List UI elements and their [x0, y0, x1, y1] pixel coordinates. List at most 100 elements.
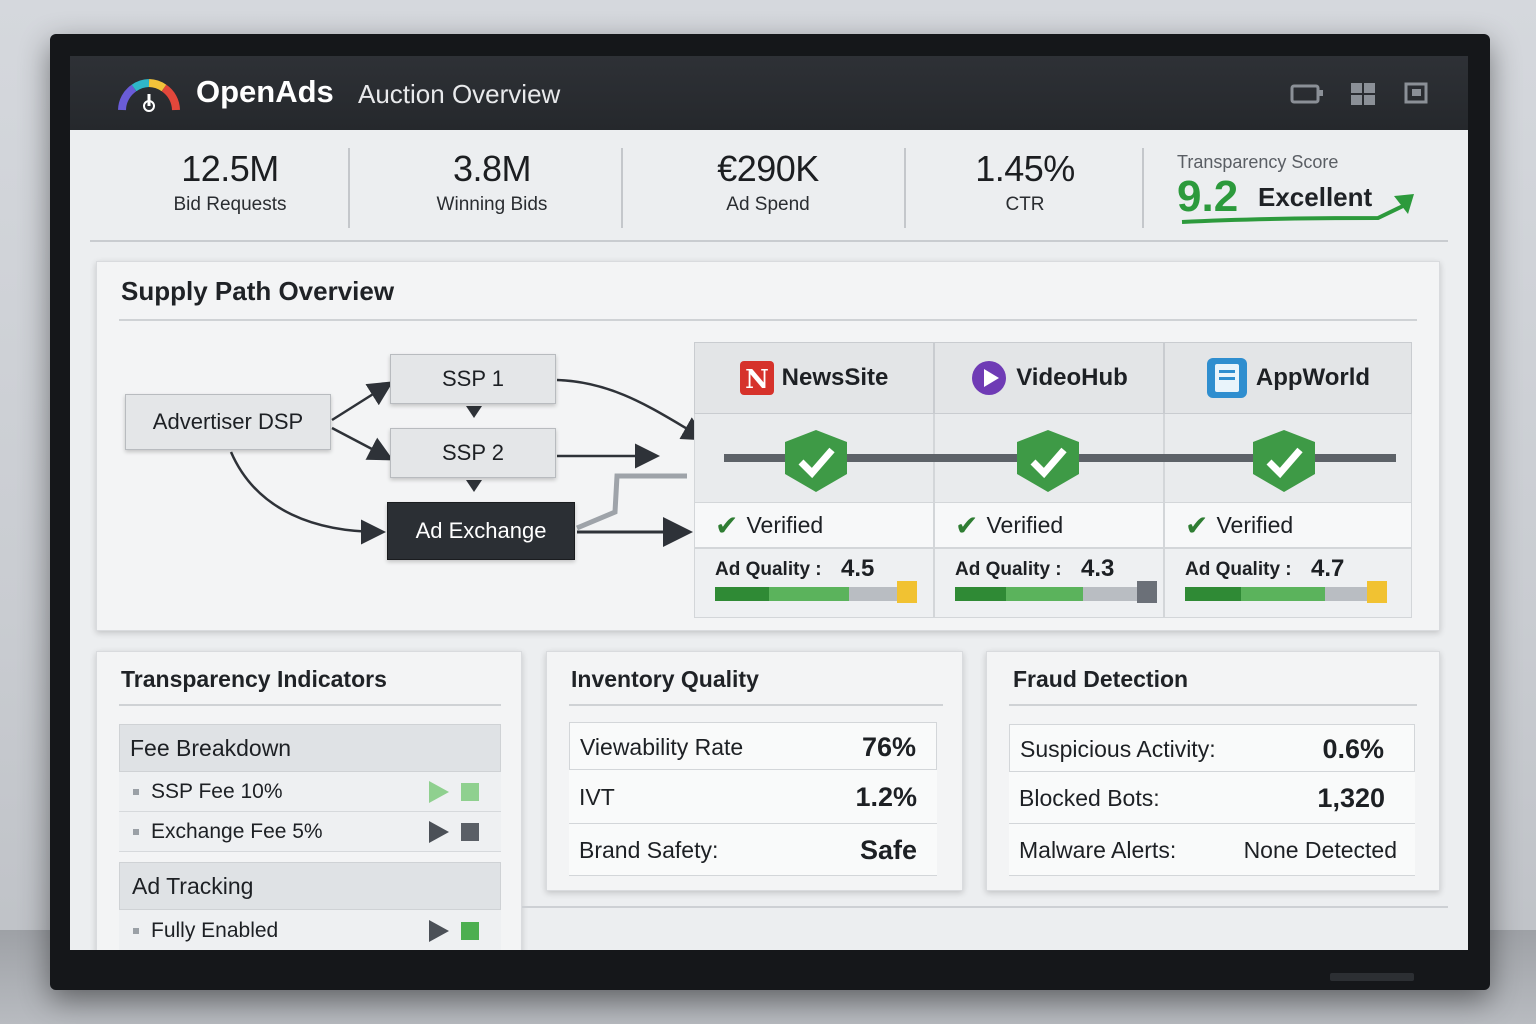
row-value: None Detected	[1243, 837, 1397, 863]
quality-label: Ad Quality :	[955, 559, 1062, 580]
kpi-value: 3.8M	[452, 148, 532, 189]
kpi-ad-spend: €290K Ad Spend	[665, 148, 871, 228]
fee-label: SSP Fee 10%	[151, 780, 283, 803]
ad-tracking-heading[interactable]: Ad Tracking	[119, 862, 501, 910]
row-label: Blocked Bots:	[1019, 785, 1160, 811]
fee-row-exchange[interactable]: Exchange Fee 5%	[119, 812, 501, 852]
publisher-name: AppWorld	[1255, 364, 1371, 391]
tv-icon[interactable]	[1290, 82, 1324, 106]
row-value: 0.6%	[1322, 734, 1384, 764]
ad-quality: Ad Quality : 4.5	[694, 548, 934, 618]
status-square-icon	[461, 823, 479, 841]
quality-label: Ad Quality :	[1185, 559, 1292, 580]
panel-divider	[569, 704, 943, 706]
grid-icon[interactable]	[1348, 82, 1382, 106]
quality-score: 4.7	[1311, 555, 1345, 582]
node-ssp-1[interactable]: SSP 1	[390, 354, 556, 404]
check-icon: ✔	[955, 509, 979, 541]
kpi-divider	[348, 148, 350, 228]
row-value: Safe	[859, 835, 917, 865]
verified-label: Verified	[1216, 511, 1294, 538]
panel-divider	[119, 319, 1417, 321]
publisher-appworld[interactable]: AppWorld ✔ Verified Ad Quality : 4.7	[1164, 342, 1412, 618]
publisher-videohub[interactable]: VideoHub ✔ Verified Ad Quality : 4.3	[934, 342, 1164, 618]
panel-divider	[1009, 704, 1417, 706]
quality-label: Ad Quality :	[715, 559, 822, 580]
row-value: 1.2%	[855, 782, 917, 812]
fraud-detection-panel: Fraud Detection Suspicious Activity: 0.6…	[986, 651, 1440, 891]
bottom-divider	[522, 906, 1448, 908]
transparency-score-value: 9.2	[1177, 172, 1239, 221]
kpi-divider	[1142, 148, 1144, 228]
quality-score: 4.5	[841, 555, 875, 582]
supply-path-panel: Supply Path Overview Advertiser DSP SSP …	[96, 261, 1440, 631]
kpi-bid-requests: 12.5M Bid Requests	[120, 148, 340, 228]
kpi-ctr: 1.45% CTR	[940, 148, 1110, 228]
bullet-icon	[133, 829, 139, 835]
node-ssp-2[interactable]: SSP 2	[390, 428, 556, 478]
status-square-icon	[461, 783, 479, 801]
panel-title: Inventory Quality	[571, 666, 759, 692]
row-viewability: Viewability Rate 76%	[569, 722, 937, 770]
ad-quality: Ad Quality : 4.7	[1164, 548, 1412, 618]
flow-connectors	[229, 378, 708, 547]
verified-status: ✔ Verified	[934, 502, 1164, 548]
quality-bar-cap	[897, 581, 917, 603]
transparency-rating: Excellent	[1258, 182, 1373, 212]
publisher-header: N NewsSite	[694, 342, 934, 414]
check-icon: ✔	[1185, 509, 1209, 541]
tracking-row[interactable]: Fully Enabled	[119, 910, 501, 950]
trend-up-arrow-icon	[1181, 194, 1414, 224]
publisher-grid: N NewsSite ✔ Verified Ad Quality : 4.	[694, 342, 1416, 618]
quality-score: 4.3	[1081, 555, 1115, 582]
play-icon[interactable]	[429, 821, 449, 843]
kpi-label: CTR	[1005, 194, 1045, 215]
verified-status: ✔ Verified	[1164, 502, 1412, 548]
svg-text:N: N	[745, 365, 769, 395]
play-icon[interactable]	[429, 781, 449, 803]
row-suspicious-activity: Suspicious Activity: 0.6%	[1009, 724, 1415, 772]
verified-shield-icon	[1017, 430, 1079, 492]
quality-bar-segment	[1185, 587, 1241, 601]
verified-status: ✔ Verified	[694, 502, 934, 548]
quality-bar-segment	[1006, 587, 1083, 601]
row-ivt: IVT 1.2%	[569, 770, 937, 824]
node-advertiser-dsp[interactable]: Advertiser DSP	[125, 394, 331, 450]
publisher-name: NewsSite	[781, 364, 889, 391]
node-ad-exchange[interactable]: Ad Exchange	[387, 502, 575, 560]
bullet-icon	[133, 928, 139, 934]
kpi-divider	[904, 148, 906, 228]
play-icon	[972, 361, 1007, 395]
bullet-icon	[133, 789, 139, 795]
row-label: Viewability Rate	[580, 734, 744, 760]
fee-breakdown-heading[interactable]: Fee Breakdown	[119, 724, 501, 772]
kpi-label: Winning Bids	[436, 194, 548, 215]
panel-title: Fraud Detection	[1013, 666, 1189, 692]
transparency-indicators-panel: Transparency Indicators Fee Breakdown SS…	[96, 651, 522, 950]
dashboard-screen: OpenAds Auction Overview 12.5M Bid Reque…	[70, 56, 1468, 950]
play-icon[interactable]	[429, 920, 449, 942]
page-title: Auction Overview	[358, 79, 561, 109]
fee-row-ssp[interactable]: SSP Fee 10%	[119, 772, 501, 812]
panel-divider	[119, 704, 501, 706]
kpi-winning-bids: 3.8M Winning Bids	[390, 148, 594, 228]
fee-label: Exchange Fee 5%	[151, 820, 323, 843]
kpi-label: Ad Spend	[726, 194, 810, 215]
newssite-logo-icon: N	[739, 361, 774, 395]
kpi-value: €290K	[717, 148, 819, 189]
app-icon	[1206, 358, 1247, 398]
panel-title: Transparency Indicators	[121, 666, 387, 692]
kpi-bar: 12.5M Bid Requests 3.8M Winning Bids €29…	[90, 130, 1448, 242]
publisher-newssite[interactable]: N NewsSite ✔ Verified Ad Quality : 4.	[694, 342, 934, 618]
row-label: Malware Alerts:	[1019, 837, 1177, 863]
row-brand-safety: Brand Safety: Safe	[569, 824, 937, 876]
window-icon[interactable]	[1402, 82, 1436, 106]
verified-label: Verified	[986, 511, 1064, 538]
row-value: 76%	[861, 732, 916, 762]
kpi-label: Bid Requests	[173, 194, 287, 215]
row-label: Suspicious Activity:	[1020, 736, 1216, 762]
row-blocked-bots: Blocked Bots: 1,320	[1009, 772, 1415, 824]
kpi-divider	[621, 148, 623, 228]
transparency-score-label: Transparency Score	[1177, 152, 1339, 172]
publisher-header: VideoHub	[934, 342, 1164, 414]
